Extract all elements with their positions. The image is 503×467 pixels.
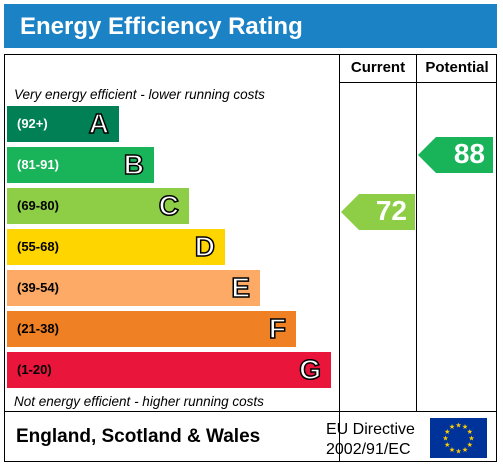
rating-band-b: (81-91) B	[7, 147, 154, 183]
star-icon: ★	[444, 428, 450, 436]
current-rating-value: 72	[375, 195, 407, 226]
star-icon: ★	[462, 446, 468, 454]
band-range-label: (1-20)	[17, 362, 52, 377]
band-range-label: (21-38)	[17, 321, 59, 336]
eu-flag-icon: ★ ★ ★ ★ ★ ★ ★ ★ ★ ★ ★ ★	[430, 418, 487, 458]
bottom-caption: Not energy efficient - higher running co…	[14, 394, 264, 409]
rating-band-d: (55-68) D	[7, 229, 225, 265]
potential-column-header: Potential	[425, 59, 489, 76]
footer-rule	[4, 411, 497, 412]
country-label: England, Scotland & Wales	[16, 426, 261, 447]
band-range-label: (69-80)	[17, 198, 59, 213]
potential-rating-arrow: 88	[418, 137, 493, 173]
directive-line-1: EU Directive	[326, 421, 415, 438]
star-icon: ★	[449, 446, 455, 454]
current-rating-arrow: 72	[341, 194, 415, 230]
band-letter: A	[88, 107, 110, 140]
rating-frame	[4, 54, 497, 462]
star-icon: ★	[449, 423, 455, 431]
rating-band-f: (21-38) F	[7, 311, 296, 347]
rating-band-g: (1-20) G	[7, 352, 331, 388]
band-range-label: (92+)	[17, 116, 48, 131]
star-icon: ★	[468, 435, 474, 443]
rating-band-e: (39-54) E	[7, 270, 260, 306]
star-icon: ★	[455, 448, 461, 456]
star-icon: ★	[444, 441, 450, 449]
rating-band-c: (69-80) C	[7, 188, 189, 224]
potential-rating-value: 88	[453, 138, 485, 169]
rating-band-a: (92+) A	[7, 106, 119, 142]
band-letter: G	[298, 353, 321, 386]
column-divider	[339, 54, 340, 462]
star-icon: ★	[462, 423, 468, 431]
band-letter: C	[158, 189, 180, 222]
current-column-header: Current	[350, 59, 406, 76]
band-letter: F	[268, 312, 287, 345]
top-caption: Very energy efficient - lower running co…	[14, 87, 265, 102]
eu-directive: EU Directive 2002/91/EC	[326, 420, 415, 460]
header-rule	[339, 82, 497, 83]
arrow-shape	[341, 194, 415, 230]
column-divider	[416, 54, 417, 411]
arrow-shape	[418, 137, 493, 173]
page-title: Energy Efficiency Rating	[20, 13, 303, 40]
star-icon: ★	[467, 441, 473, 449]
directive-line-2: 2002/91/EC	[326, 441, 411, 458]
star-icon: ★	[455, 422, 461, 430]
band-letter: E	[231, 271, 251, 304]
star-icon: ★	[442, 435, 448, 443]
star-icon: ★	[467, 428, 473, 436]
band-letter: D	[194, 230, 216, 263]
band-range-label: (39-54)	[17, 280, 59, 295]
title-bar: Energy Efficiency Rating	[4, 4, 497, 48]
band-letter: B	[123, 148, 145, 181]
band-range-label: (55-68)	[17, 239, 59, 254]
band-range-label: (81-91)	[17, 157, 59, 172]
